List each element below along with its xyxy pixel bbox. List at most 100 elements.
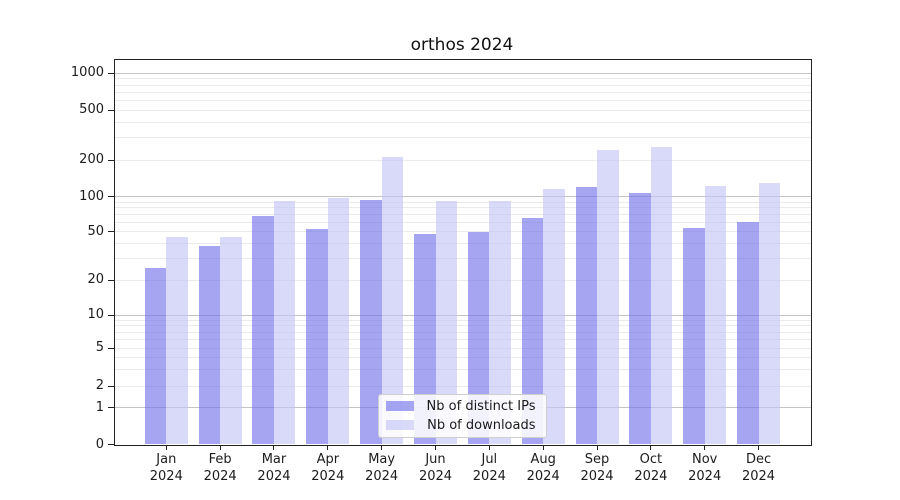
gridline-minor-8 — [114, 325, 811, 327]
gridline-minor-2 — [114, 385, 811, 387]
bar-downloads-mar — [273, 200, 296, 445]
gridline-minor-400 — [114, 121, 811, 123]
y-tick-mark-200 — [108, 159, 114, 161]
y-tick-mark-10 — [108, 314, 114, 316]
bar-distinct-ips-feb — [198, 246, 221, 445]
bar-distinct-ips-apr — [306, 228, 328, 445]
x-tick-mark-aug — [542, 445, 544, 450]
gridline-minor-9 — [114, 319, 811, 321]
legend: Nb of distinct IPs Nb of downloads — [377, 393, 547, 438]
gridline-major-1000 — [114, 72, 811, 74]
gridline-minor-80 — [114, 207, 811, 209]
legend-swatch-downloads — [385, 420, 414, 430]
bar-distinct-ips-sep — [575, 187, 598, 445]
y-tick-mark-500 — [108, 109, 114, 111]
bar-downloads-feb — [220, 237, 242, 445]
y-tick-mark-2 — [108, 385, 114, 387]
bar-downloads-aug — [543, 188, 565, 445]
bar-downloads-may — [381, 156, 404, 445]
legend-swatch-distinct-ips — [385, 401, 414, 411]
legend-item-downloads: Nb of downloads — [385, 417, 540, 433]
grid-layer — [114, 60, 811, 445]
bar-distinct-ips-oct — [629, 193, 651, 445]
gridline-minor-900 — [114, 78, 811, 80]
legend-item-distinct-ips: Nb of distinct IPs — [385, 398, 540, 414]
y-tick-label-50: 50 — [87, 223, 104, 239]
x-tick-mark-nov — [704, 445, 706, 450]
y-tick-label-20: 20 — [87, 272, 104, 287]
gridline-minor-3 — [114, 368, 811, 370]
x-tick-mark-oct — [650, 445, 652, 450]
bar-downloads-nov — [704, 186, 727, 445]
gridline-minor-20 — [114, 279, 811, 281]
gridline-minor-4 — [114, 356, 811, 358]
x-tick-mark-dec — [758, 445, 760, 450]
x-tick-label-nov: Nov 2024 — [688, 452, 722, 484]
gridline-minor-7 — [114, 331, 811, 333]
bar-distinct-ips-jul — [467, 231, 490, 445]
gridline-minor-500 — [114, 109, 811, 111]
bar-distinct-ips-jun — [414, 233, 436, 445]
legend-label-downloads: Nb of downloads — [427, 417, 536, 433]
y-tick-label-500: 500 — [79, 102, 104, 117]
y-tick-mark-50 — [108, 231, 114, 233]
gridline-minor-200 — [114, 159, 811, 161]
y-tick-label-10: 10 — [87, 307, 104, 322]
gridline-minor-700 — [114, 91, 811, 93]
bar-downloads-jul — [489, 201, 511, 445]
bar-distinct-ips-may — [360, 200, 382, 445]
bar-downloads-oct — [650, 146, 673, 445]
y-tick-label-100: 100 — [79, 188, 104, 204]
x-tick-label-dec: Dec 2024 — [741, 452, 776, 484]
gridline-minor-800 — [114, 84, 811, 86]
y-tick-label-2: 2 — [95, 378, 104, 393]
x-tick-mark-jan — [165, 445, 167, 450]
bar-downloads-jun — [435, 200, 457, 445]
y-tick-mark-20 — [108, 279, 114, 281]
x-tick-mark-may — [381, 445, 383, 450]
bar-distinct-ips-dec — [737, 222, 759, 445]
x-tick-label-sep: Sep 2024 — [580, 452, 614, 484]
bar-downloads-sep — [597, 149, 619, 445]
chart-title: orthos 2024 — [410, 35, 514, 55]
gridline-minor-6 — [114, 339, 811, 341]
gridline-major-100 — [114, 196, 811, 198]
plot-area — [113, 58, 812, 446]
gridline-minor-300 — [114, 137, 811, 139]
x-tick-label-aug: Aug 2024 — [526, 452, 560, 484]
bar-distinct-ips-nov — [683, 227, 705, 445]
y-tick-label-1000: 1000 — [70, 65, 104, 81]
gridline-minor-50 — [114, 231, 811, 233]
gridline-minor-600 — [114, 99, 811, 101]
y-tick-label-1: 1 — [95, 399, 104, 415]
x-tick-label-oct: Oct 2024 — [634, 452, 668, 484]
x-tick-label-jul: Jul 2024 — [472, 452, 506, 484]
x-tick-mark-sep — [596, 445, 598, 450]
y-tick-mark-1000 — [108, 72, 114, 74]
bar-distinct-ips-mar — [252, 216, 274, 445]
legend-label-distinct-ips: Nb of distinct IPs — [426, 398, 536, 414]
y-tick-label-5: 5 — [95, 340, 104, 356]
x-tick-label-jun: Jun 2024 — [418, 452, 453, 484]
y-tick-mark-5 — [108, 347, 114, 349]
bars-layer — [115, 60, 811, 445]
x-tick-label-jan: Jan 2024 — [149, 452, 183, 484]
bar-downloads-dec — [758, 182, 781, 445]
x-tick-mark-jul — [488, 445, 490, 450]
x-tick-label-mar: Mar 2024 — [257, 452, 291, 484]
gridline-minor-70 — [114, 214, 811, 216]
y-tick-mark-1 — [108, 407, 114, 409]
y-tick-mark-0 — [108, 444, 114, 445]
x-tick-mark-mar — [273, 445, 275, 450]
gridline-minor-5 — [114, 347, 811, 349]
x-tick-label-feb: Feb 2024 — [203, 452, 237, 484]
gridline-minor-40 — [114, 242, 811, 244]
x-tick-mark-feb — [219, 445, 221, 450]
gridline-major-10 — [114, 314, 811, 316]
x-tick-label-apr: Apr 2024 — [311, 452, 345, 484]
bar-distinct-ips-aug — [521, 217, 544, 445]
y-tick-mark-100 — [108, 196, 114, 198]
bar-distinct-ips-jan — [144, 268, 167, 445]
gridline-minor-60 — [114, 221, 811, 223]
